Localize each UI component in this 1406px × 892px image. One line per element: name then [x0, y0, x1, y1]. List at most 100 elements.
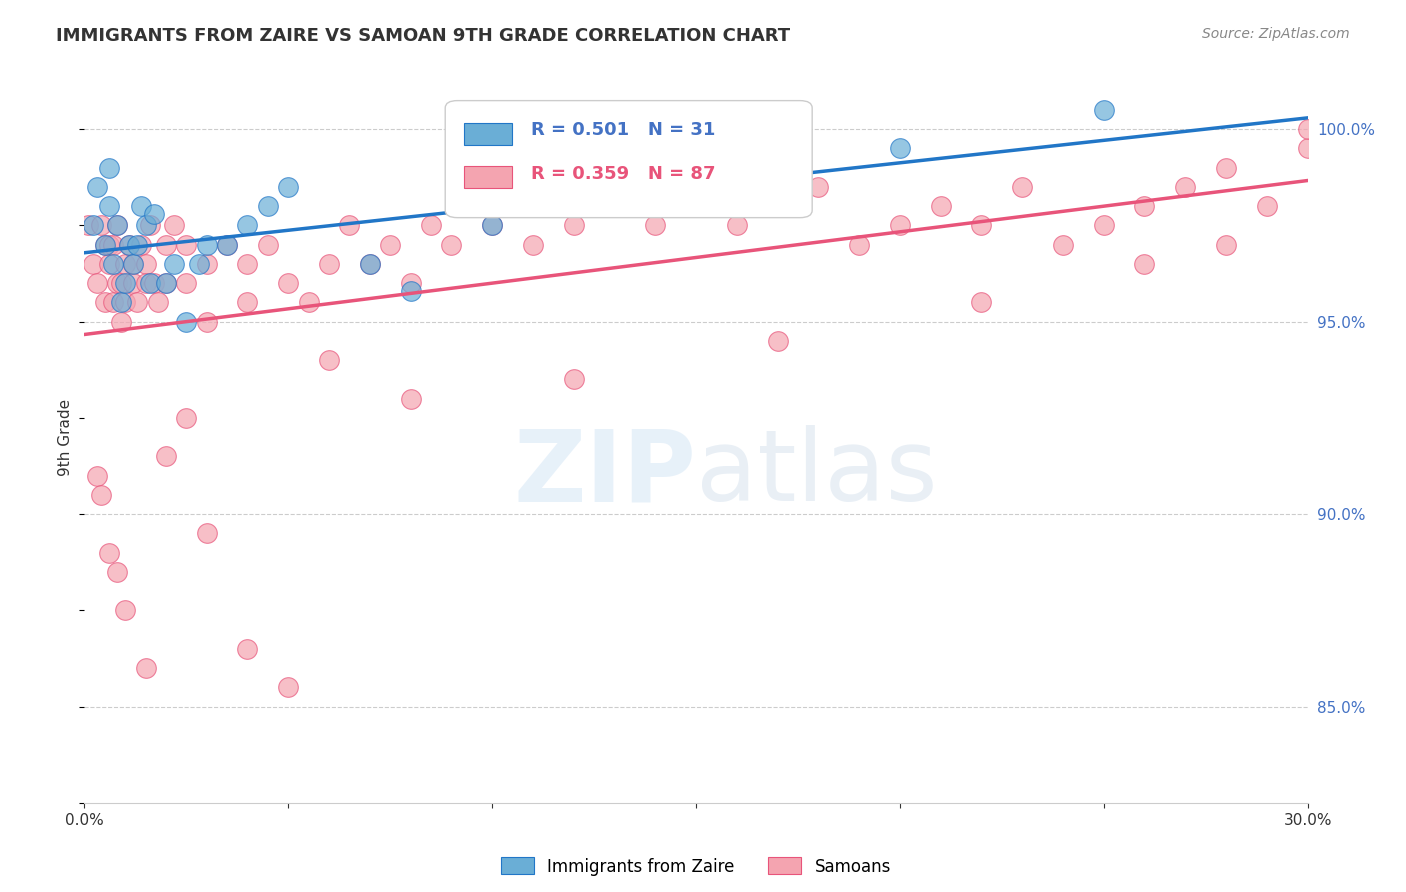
Point: [101, 295, 124, 310]
Point: [135, 219, 157, 233]
Point: [1296, 141, 1319, 155]
Point: [929, 199, 952, 213]
Point: [138, 219, 160, 233]
Point: [359, 257, 381, 271]
Point: [110, 315, 132, 329]
Point: [135, 276, 157, 290]
Point: [195, 315, 218, 329]
Point: [131, 199, 153, 213]
FancyBboxPatch shape: [446, 101, 813, 218]
Point: [93, 237, 117, 252]
Point: [142, 207, 165, 221]
Text: ZIP: ZIP: [513, 425, 696, 522]
Point: [481, 219, 503, 233]
Point: [114, 295, 136, 310]
Point: [86, 179, 108, 194]
Text: atlas: atlas: [696, 425, 938, 522]
Point: [135, 661, 157, 675]
Point: [135, 257, 157, 271]
Point: [1052, 237, 1074, 252]
Point: [86, 468, 108, 483]
Point: [97, 161, 120, 175]
Point: [889, 219, 911, 233]
Point: [110, 295, 132, 310]
Point: [174, 237, 197, 252]
Point: [481, 219, 503, 233]
Point: [155, 450, 177, 464]
Point: [1133, 199, 1156, 213]
Text: Source: ZipAtlas.com: Source: ZipAtlas.com: [1202, 27, 1350, 41]
Point: [889, 141, 911, 155]
Point: [522, 237, 544, 252]
Point: [502, 199, 524, 213]
Y-axis label: 9th Grade: 9th Grade: [58, 399, 73, 475]
Point: [399, 392, 422, 406]
Point: [195, 237, 218, 252]
Point: [685, 179, 707, 194]
Bar: [464, 167, 513, 188]
Point: [1174, 179, 1197, 194]
Point: [77, 219, 100, 233]
Point: [217, 237, 239, 252]
Point: [97, 237, 120, 252]
Point: [114, 603, 136, 617]
Point: [114, 257, 136, 271]
Point: [236, 219, 259, 233]
Point: [970, 219, 993, 233]
Point: [562, 372, 585, 386]
Point: [970, 295, 993, 310]
Point: [110, 276, 132, 290]
Point: [97, 545, 120, 559]
Point: [174, 410, 197, 425]
Point: [195, 526, 218, 541]
Point: [127, 295, 149, 310]
Point: [105, 565, 128, 579]
Point: [1215, 237, 1237, 252]
Text: R = 0.501   N = 31: R = 0.501 N = 31: [531, 121, 716, 139]
Point: [257, 237, 280, 252]
Point: [122, 276, 145, 290]
Point: [90, 488, 112, 502]
Point: [277, 179, 299, 194]
Point: [1133, 257, 1156, 271]
Point: [90, 219, 112, 233]
Point: [298, 295, 321, 310]
Point: [86, 276, 108, 290]
Point: [236, 295, 259, 310]
Point: [420, 219, 443, 233]
Text: R = 0.359   N = 87: R = 0.359 N = 87: [531, 165, 716, 183]
Text: IMMIGRANTS FROM ZAIRE VS SAMOAN 9TH GRADE CORRELATION CHART: IMMIGRANTS FROM ZAIRE VS SAMOAN 9TH GRAD…: [56, 27, 790, 45]
Point: [339, 219, 361, 233]
Point: [766, 199, 789, 213]
Point: [725, 219, 748, 233]
Point: [105, 219, 128, 233]
Point: [105, 276, 128, 290]
Point: [1011, 179, 1033, 194]
Point: [1256, 199, 1278, 213]
Point: [97, 257, 120, 271]
Point: [97, 199, 120, 213]
Point: [127, 237, 149, 252]
Point: [155, 237, 177, 252]
Point: [318, 257, 340, 271]
Point: [1092, 103, 1115, 117]
Point: [101, 257, 124, 271]
Point: [562, 219, 585, 233]
Point: [93, 295, 117, 310]
Point: [122, 257, 145, 271]
Point: [163, 257, 186, 271]
Point: [155, 276, 177, 290]
Point: [277, 276, 299, 290]
Point: [122, 257, 145, 271]
Point: [155, 276, 177, 290]
Legend: Immigrants from Zaire, Samoans: Immigrants from Zaire, Samoans: [494, 851, 898, 882]
Point: [174, 315, 197, 329]
Point: [644, 219, 666, 233]
Point: [82, 219, 104, 233]
Point: [399, 276, 422, 290]
Point: [82, 257, 104, 271]
Point: [118, 237, 141, 252]
Point: [101, 237, 124, 252]
Point: [93, 237, 117, 252]
Point: [1092, 219, 1115, 233]
